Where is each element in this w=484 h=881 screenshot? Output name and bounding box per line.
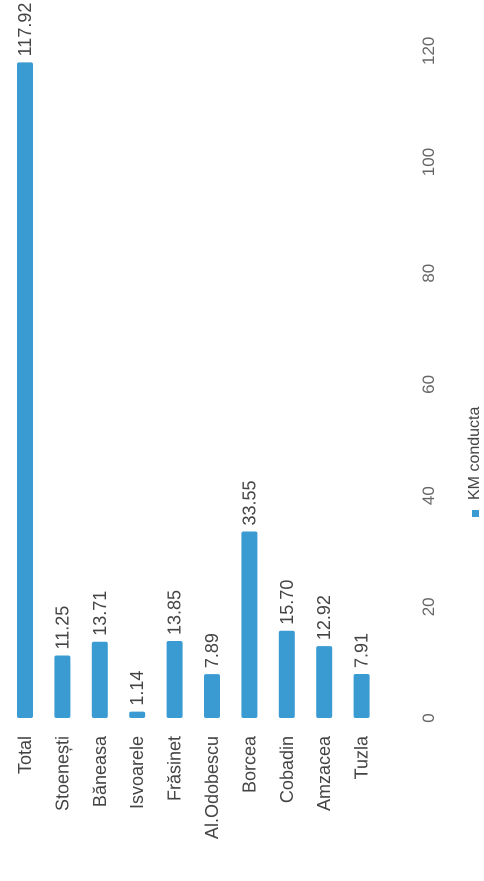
- data-label: 11.25: [52, 606, 72, 650]
- data-label: 7.89: [202, 633, 222, 668]
- data-label: 117.92: [15, 3, 35, 57]
- bar-al-odobescu: [204, 674, 220, 718]
- category-label: Isvoarele: [127, 736, 147, 809]
- bar-cobadin: [278, 630, 295, 718]
- category-label: Amzacea: [314, 735, 334, 811]
- data-label: 1.14: [127, 671, 147, 706]
- value-tick-label: 120: [419, 37, 438, 65]
- bar-isvoarele: [129, 711, 146, 718]
- data-label: 13.85: [165, 590, 185, 635]
- bar-amzacea: [316, 646, 333, 718]
- data-label: 7.91: [352, 633, 372, 668]
- bar-fr-sinet: [166, 640, 183, 718]
- category-label: Stoenești: [52, 736, 72, 811]
- value-tick-label: 0: [419, 713, 438, 722]
- category-label: Al.Odobescu: [202, 736, 222, 839]
- legend-swatch: [472, 510, 479, 517]
- value-tick-label: 20: [419, 597, 438, 616]
- value-tick-label: 100: [419, 148, 438, 176]
- category-label: Total: [15, 736, 35, 774]
- data-label: 12.92: [314, 595, 334, 640]
- value-tick-label: 80: [419, 264, 438, 283]
- data-label: 15.70: [277, 580, 297, 625]
- bar-tuzla: [353, 674, 370, 718]
- category-label: Frăsinet: [165, 736, 185, 801]
- value-tick-label: 60: [419, 375, 438, 394]
- category-label: Tuzla: [352, 735, 372, 779]
- plot-area: Total 117.92 Stoenești 11.25 Băneasa 13.71 Isv…: [15, 3, 483, 839]
- value-tick-label: 40: [419, 486, 438, 505]
- bar-stoene-ti: [54, 655, 71, 718]
- legend-label: KM conducta: [466, 407, 483, 500]
- data-label: 13.71: [90, 591, 110, 636]
- data-label: 33.55: [239, 480, 259, 525]
- bar-total: [17, 62, 33, 718]
- bar-b-neasa: [91, 641, 108, 718]
- category-label: Borcea: [239, 735, 259, 793]
- category-label: Cobadin: [277, 736, 297, 803]
- bar-borcea: [241, 531, 258, 718]
- category-label: Băneasa: [90, 735, 110, 807]
